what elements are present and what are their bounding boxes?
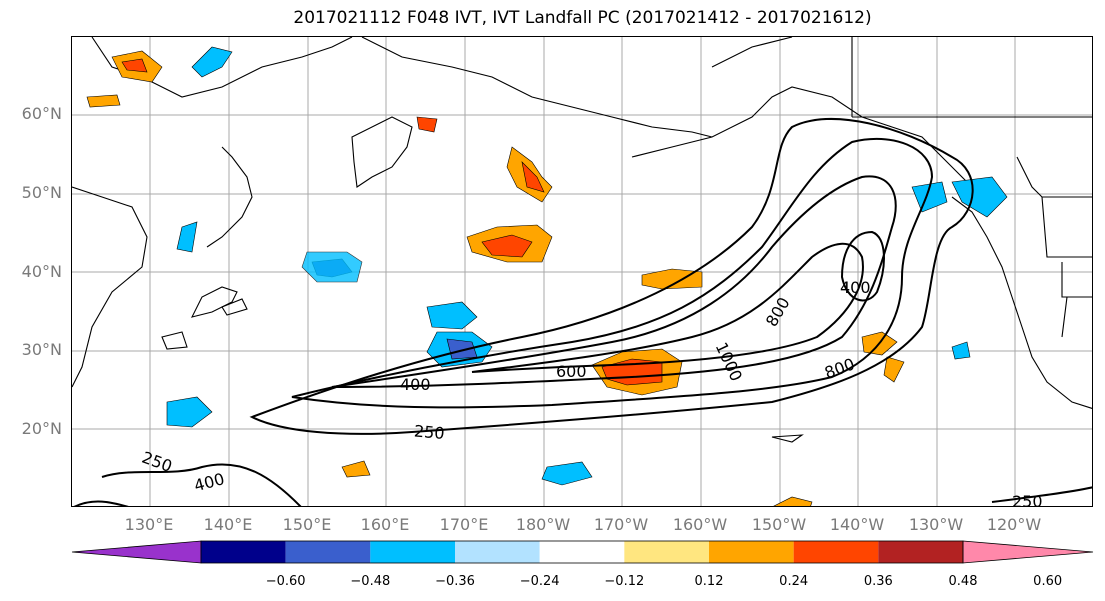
map-svg: 400 600 800 1000 400 800 250 250 400 250 bbox=[72, 37, 1092, 507]
colorbar-cell bbox=[539, 541, 625, 563]
colorbar-cell bbox=[709, 541, 794, 563]
lon-label: 160°E bbox=[360, 515, 410, 534]
contour-label: 250 bbox=[413, 421, 445, 443]
colorbar-tick-label: −0.24 bbox=[519, 574, 560, 589]
lat-label: 50°N bbox=[21, 183, 62, 202]
map-panel: 400 600 800 1000 400 800 250 250 400 250 bbox=[71, 36, 1093, 507]
lon-label: 150°E bbox=[282, 515, 332, 534]
colorbar-cell bbox=[878, 541, 963, 563]
colorbar-tick-label: 0.48 bbox=[948, 574, 978, 589]
lon-label: 140°E bbox=[203, 515, 253, 534]
contour-label: 400 bbox=[192, 469, 226, 495]
lon-label: 170°W bbox=[593, 515, 649, 534]
colorbar-cell bbox=[285, 541, 371, 563]
graticule bbox=[72, 37, 1092, 506]
colorbar-tick-label: −0.12 bbox=[604, 574, 645, 589]
lon-label: 140°W bbox=[829, 515, 885, 534]
pc-shading bbox=[86, 46, 1008, 506]
colorbar-extend-high bbox=[962, 540, 1094, 564]
contour-label: 600 bbox=[556, 362, 587, 381]
colorbar-cell bbox=[370, 541, 455, 563]
chart-title: 2017021112 F048 IVT, IVT Landfall PC (20… bbox=[293, 8, 872, 28]
lon-label: 180°W bbox=[515, 515, 571, 534]
colorbar-cell bbox=[624, 541, 709, 563]
contour-label: 250 bbox=[1012, 492, 1043, 507]
lon-label: 150°W bbox=[751, 515, 807, 534]
colorbar-tick-label: 0.12 bbox=[694, 574, 724, 589]
colorbar-cells bbox=[71, 540, 1094, 564]
contour-label-group: 400 600 800 1000 400 800 250 250 400 250 bbox=[139, 278, 1043, 507]
lon-label: 130°W bbox=[908, 515, 964, 534]
colorbar-tick-label: −0.60 bbox=[265, 574, 306, 589]
lat-label: 40°N bbox=[21, 262, 62, 281]
colorbar-extend-low bbox=[71, 540, 202, 564]
lon-label: 130°E bbox=[124, 515, 174, 534]
contour-label: 400 bbox=[400, 375, 431, 394]
contour-label: 400 bbox=[840, 278, 871, 297]
colorbar-cell bbox=[201, 541, 286, 563]
lon-label: 160°W bbox=[672, 515, 728, 534]
colorbar-tick-label: −0.48 bbox=[350, 574, 391, 589]
lat-label: 30°N bbox=[21, 340, 62, 359]
contour-label: 1000 bbox=[712, 339, 746, 384]
lat-label: 20°N bbox=[21, 419, 62, 438]
contour-label: 800 bbox=[822, 354, 857, 382]
ivt-contours bbox=[73, 117, 1092, 506]
colorbar-outline bbox=[200, 540, 964, 564]
colorbar-cell bbox=[455, 541, 540, 563]
colorbar-tick-label: 0.36 bbox=[863, 574, 893, 589]
colorbar-tick-label: 0.24 bbox=[779, 574, 809, 589]
colorbar-tick-label: 0.60 bbox=[1033, 574, 1063, 589]
lon-label: 170°E bbox=[439, 515, 489, 534]
colorbar bbox=[71, 540, 1094, 564]
colorbar-cell bbox=[793, 541, 879, 563]
lat-label: 60°N bbox=[21, 104, 62, 123]
colorbar-tick-label: −0.36 bbox=[435, 574, 475, 589]
coastlines bbox=[72, 37, 1092, 443]
lon-label: 120°W bbox=[986, 515, 1042, 534]
